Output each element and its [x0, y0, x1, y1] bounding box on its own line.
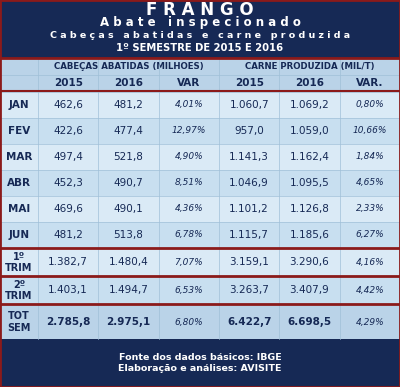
- Bar: [0, 58, 400, 75]
- Text: 2º
TRIM: 2º TRIM: [5, 280, 33, 301]
- Text: 1.101,2: 1.101,2: [229, 204, 269, 214]
- Text: 1.141,3: 1.141,3: [229, 152, 269, 162]
- Text: 2015: 2015: [54, 79, 83, 89]
- Text: 2.975,1: 2.975,1: [106, 317, 151, 327]
- Text: 477,4: 477,4: [114, 126, 144, 136]
- Text: 7,07%: 7,07%: [174, 258, 203, 267]
- Text: 481,2: 481,2: [114, 100, 144, 110]
- Text: 1.185,6: 1.185,6: [290, 230, 330, 240]
- Text: 1.046,9: 1.046,9: [229, 178, 269, 188]
- Text: 1.059,0: 1.059,0: [290, 126, 329, 136]
- Text: 3.407,9: 3.407,9: [290, 286, 329, 296]
- Text: A b a t e   i n s p e c i o n a d o: A b a t e i n s p e c i o n a d o: [100, 15, 300, 29]
- Text: 490,7: 490,7: [114, 178, 143, 188]
- Text: 521,8: 521,8: [114, 152, 144, 162]
- Text: 2016: 2016: [295, 79, 324, 89]
- Text: 6.698,5: 6.698,5: [288, 317, 332, 327]
- Text: Fonte dos dados básicos: IBGE
Elaboração e análises: AVISITE: Fonte dos dados básicos: IBGE Elaboração…: [118, 353, 282, 373]
- Text: CABEÇAS ABATIDAS (MILHOES): CABEÇAS ABATIDAS (MILHOES): [54, 62, 203, 71]
- Text: 4,36%: 4,36%: [174, 204, 203, 214]
- Text: 490,1: 490,1: [114, 204, 143, 214]
- Text: 12,97%: 12,97%: [172, 127, 206, 135]
- Bar: [0, 222, 400, 248]
- Bar: [0, 144, 400, 170]
- Text: 4,01%: 4,01%: [174, 101, 203, 110]
- Text: VAR.: VAR.: [356, 79, 384, 89]
- Text: 1,84%: 1,84%: [356, 152, 384, 161]
- Text: 6,78%: 6,78%: [174, 231, 203, 240]
- Text: 1.494,7: 1.494,7: [108, 286, 148, 296]
- Text: JAN: JAN: [9, 100, 29, 110]
- Text: 481,2: 481,2: [53, 230, 83, 240]
- Text: 497,4: 497,4: [53, 152, 83, 162]
- Text: 2015: 2015: [235, 79, 264, 89]
- Text: 6,27%: 6,27%: [356, 231, 384, 240]
- Text: 422,6: 422,6: [53, 126, 83, 136]
- Text: CARNE PRODUZIDA (MIL/T): CARNE PRODUZIDA (MIL/T): [245, 62, 374, 71]
- Text: 1.060,7: 1.060,7: [229, 100, 269, 110]
- Text: 3.159,1: 3.159,1: [229, 257, 269, 267]
- Text: 6,53%: 6,53%: [174, 286, 203, 295]
- Text: 1.126,8: 1.126,8: [290, 204, 330, 214]
- Text: 6,80%: 6,80%: [174, 317, 203, 327]
- Bar: [0, 196, 400, 222]
- Text: 1.382,7: 1.382,7: [48, 257, 88, 267]
- Text: 1º SEMESTRE DE 2015 E 2016: 1º SEMESTRE DE 2015 E 2016: [116, 43, 284, 53]
- Text: VAR: VAR: [177, 79, 200, 89]
- Text: MAR: MAR: [6, 152, 32, 162]
- Text: 1.095,5: 1.095,5: [290, 178, 329, 188]
- Bar: [0, 0, 400, 58]
- Text: 1.069,2: 1.069,2: [290, 100, 329, 110]
- Text: 462,6: 462,6: [53, 100, 83, 110]
- Text: 1.480,4: 1.480,4: [109, 257, 148, 267]
- Text: 469,6: 469,6: [53, 204, 83, 214]
- Text: 4,29%: 4,29%: [356, 317, 384, 327]
- Text: 8,51%: 8,51%: [174, 178, 203, 187]
- Text: 2.785,8: 2.785,8: [46, 317, 90, 327]
- Text: 3.290,6: 3.290,6: [290, 257, 329, 267]
- Text: 4,42%: 4,42%: [356, 286, 384, 295]
- Text: 4,16%: 4,16%: [356, 258, 384, 267]
- Text: 3.263,7: 3.263,7: [229, 286, 269, 296]
- Bar: [0, 339, 400, 387]
- Text: 1.403,1: 1.403,1: [48, 286, 88, 296]
- Text: 452,3: 452,3: [53, 178, 83, 188]
- Text: JUN: JUN: [8, 230, 30, 240]
- Text: ABR: ABR: [7, 178, 31, 188]
- Text: MAI: MAI: [8, 204, 30, 214]
- Text: 10,66%: 10,66%: [353, 127, 387, 135]
- Text: TOT
SEM: TOT SEM: [7, 311, 31, 333]
- Text: 4,65%: 4,65%: [356, 178, 384, 187]
- Text: 2016: 2016: [114, 79, 143, 89]
- Bar: [0, 92, 400, 118]
- Text: 1º
TRIM: 1º TRIM: [5, 252, 33, 273]
- Text: 1.115,7: 1.115,7: [229, 230, 269, 240]
- Text: 6.422,7: 6.422,7: [227, 317, 272, 327]
- Bar: [0, 170, 400, 196]
- Bar: [0, 305, 400, 339]
- Text: 4,90%: 4,90%: [174, 152, 203, 161]
- Text: 957,0: 957,0: [234, 126, 264, 136]
- Text: FEV: FEV: [8, 126, 30, 136]
- Bar: [0, 118, 400, 144]
- Text: 2,33%: 2,33%: [356, 204, 384, 214]
- Text: F R A N G O: F R A N G O: [146, 1, 254, 19]
- Bar: [0, 277, 400, 304]
- Bar: [0, 75, 400, 92]
- Bar: [0, 249, 400, 276]
- Text: 1.162,4: 1.162,4: [290, 152, 330, 162]
- Text: C a b e ç a s   a b a t i d a s   e   c a r n e   p r o d u z i d a: C a b e ç a s a b a t i d a s e c a r n …: [50, 31, 350, 41]
- Text: 513,8: 513,8: [114, 230, 144, 240]
- Text: 0,80%: 0,80%: [356, 101, 384, 110]
